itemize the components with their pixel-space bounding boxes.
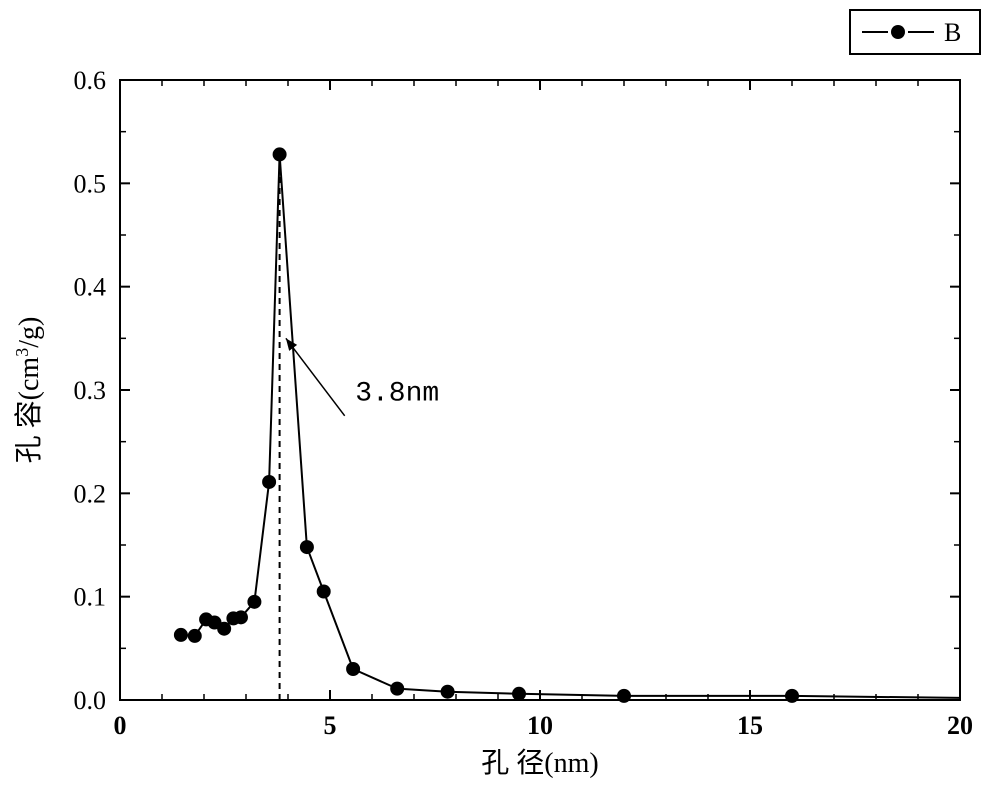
data-marker [346,662,360,676]
legend-label: B [944,18,961,47]
data-marker [262,475,276,489]
y-tick-label: 0.2 [74,479,107,508]
data-marker [317,585,331,599]
y-tick-label: 0.4 [74,273,107,302]
data-marker [512,687,526,701]
data-marker [390,682,404,696]
y-axis-label: 孔 容(cm3/g) [12,317,45,464]
y-tick-label: 0.5 [74,169,107,198]
x-axis-label: 孔 径(nm) [481,747,598,779]
x-tick-label: 20 [947,711,973,740]
data-marker [174,628,188,642]
data-marker [300,540,314,554]
pore-distribution-chart: 0 5 10 15 20 0.0 0.1 0.2 0.3 0.4 0.5 0.6 孔 径(nm) 孔 容(… [0,0,1000,809]
data-marker [188,629,202,643]
x-tick-label: 10 [527,711,553,740]
chart-background [0,0,1000,809]
y-tick-label: 0.0 [74,686,107,715]
y-tick-label: 0.1 [74,583,107,612]
data-marker [441,685,455,699]
data-marker [234,610,248,624]
x-tick-label: 5 [324,711,337,740]
chart-container: 0 5 10 15 20 0.0 0.1 0.2 0.3 0.4 0.5 0.6 孔 径(nm) 孔 容(… [0,0,1000,809]
data-marker [247,595,261,609]
data-marker [785,689,799,703]
peak-annotation-label: 3.8nm [355,378,439,409]
y-tick-label: 0.6 [74,66,107,95]
x-tick-label: 0 [114,711,127,740]
legend-marker [891,25,905,39]
data-marker [273,147,287,161]
x-tick-label: 15 [737,711,763,740]
data-marker [617,689,631,703]
y-tick-label: 0.3 [74,376,107,405]
